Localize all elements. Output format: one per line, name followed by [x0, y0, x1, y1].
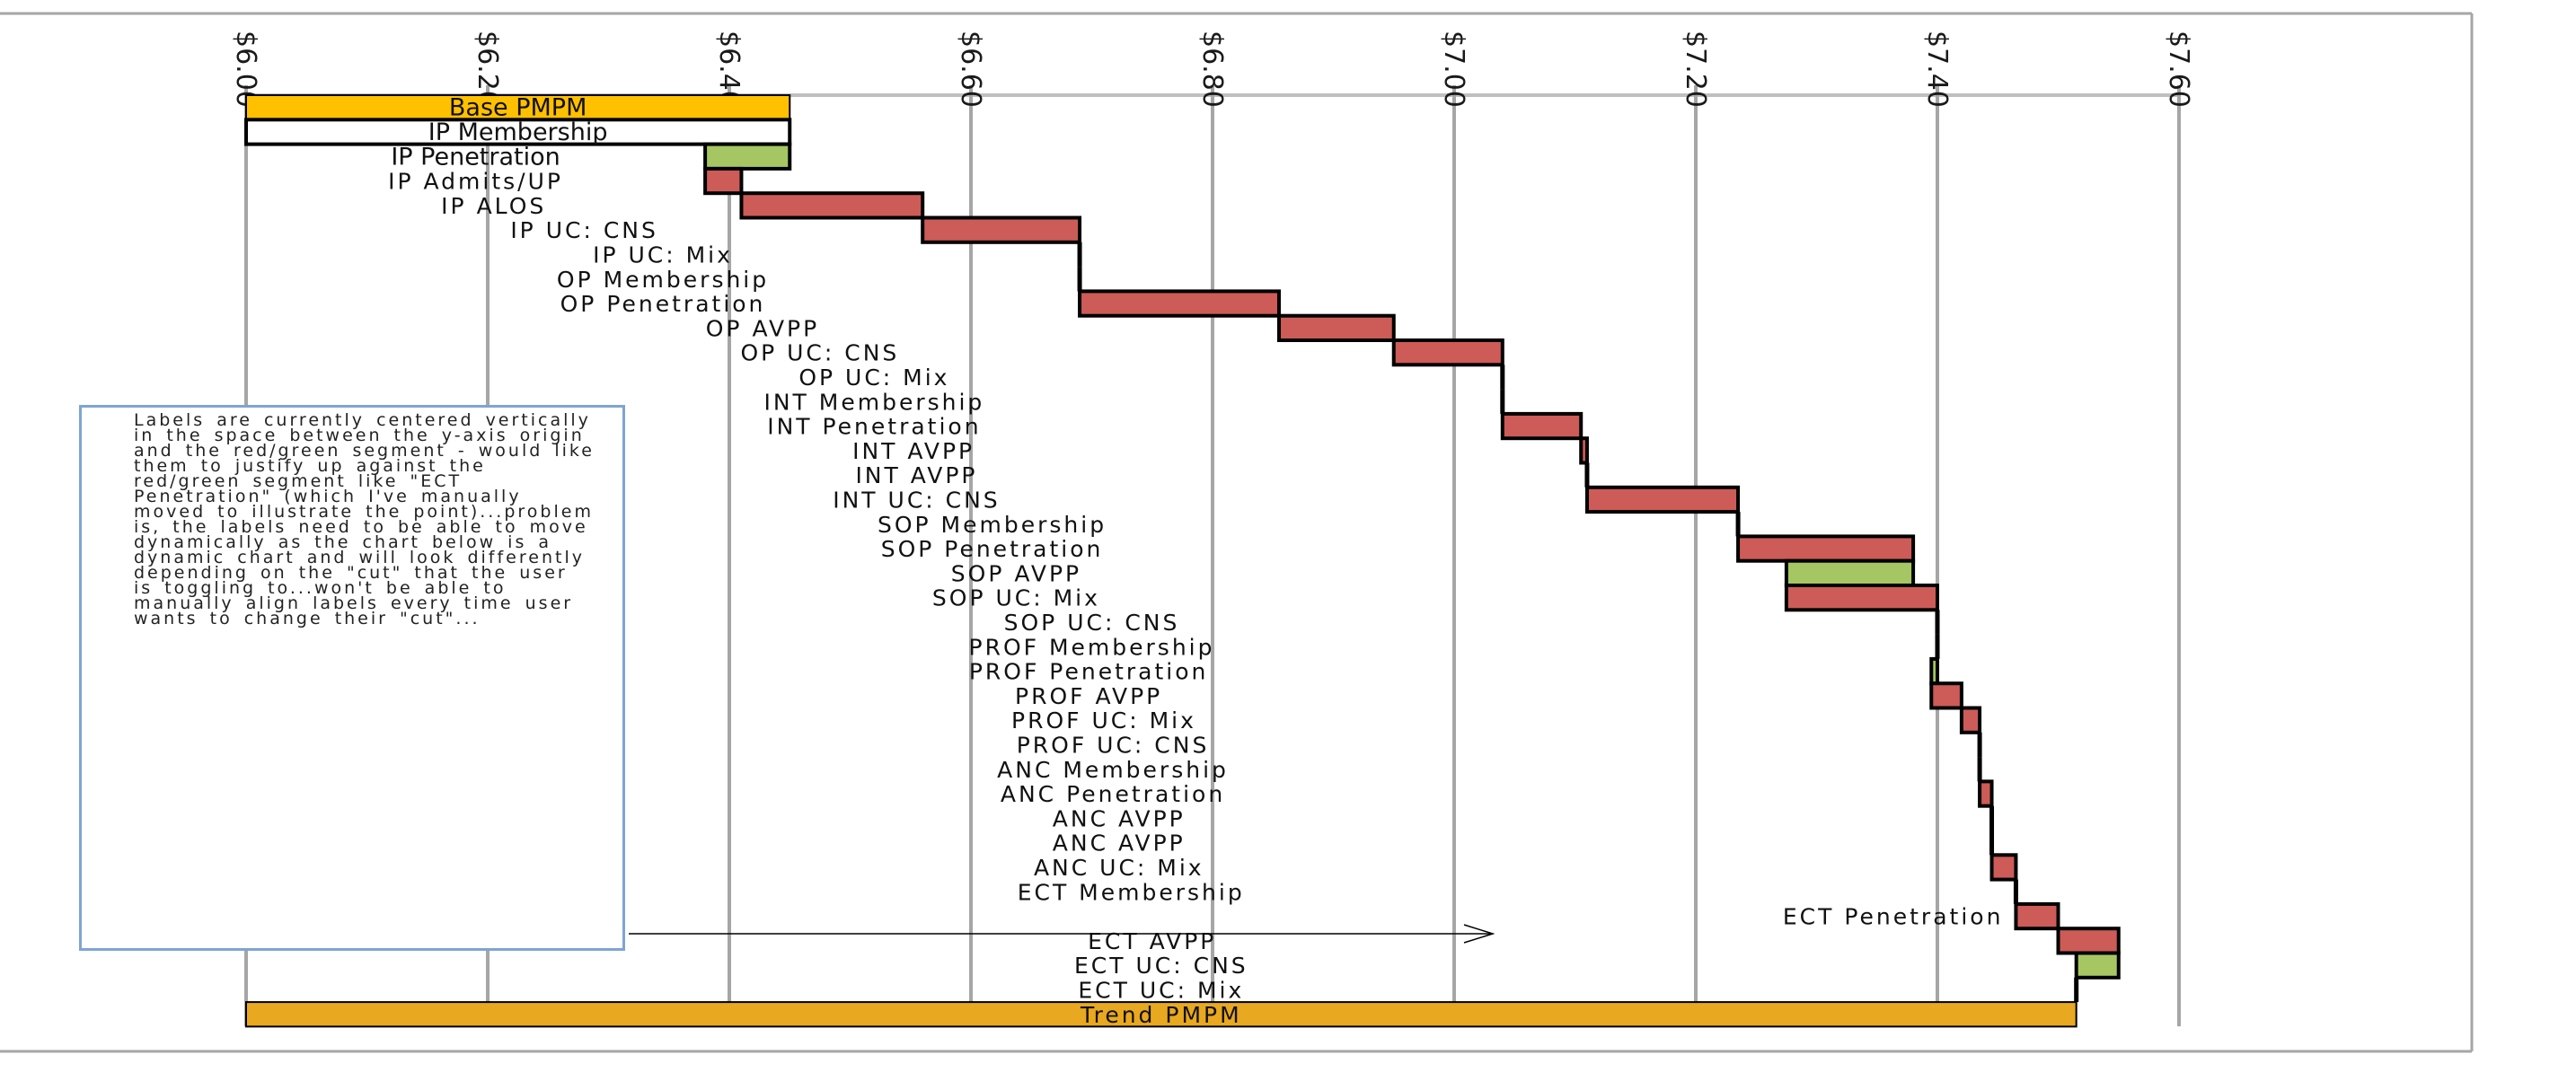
- category-label: ECT UC: CNS: [1074, 953, 1248, 979]
- bar-increase: [1579, 436, 1589, 465]
- category-label: ANC Penetration: [1001, 781, 1225, 807]
- bar-increase: [1929, 681, 1963, 710]
- bar-increase: [1584, 485, 1741, 514]
- category-label: ECT UC: Mix: [1078, 977, 1244, 1003]
- category-label: PROF UC: Mix: [1011, 707, 1196, 734]
- category-label: SOP Penetration: [881, 536, 1104, 562]
- category-label: ECT Membership: [1018, 879, 1245, 905]
- category-label: IP Membership: [428, 119, 608, 146]
- category-label: ECT AVPP: [1088, 928, 1216, 954]
- chart-frame: [0, 12, 2474, 1053]
- category-label: IP Admits/UP: [388, 169, 563, 195]
- annotation-text: Labels are currently centered vertically…: [134, 410, 595, 628]
- bar-increase: [1500, 411, 1584, 441]
- category-label: PROF Penetration: [969, 659, 1209, 685]
- category-label: INT AVPP: [852, 438, 975, 464]
- bar-base: [245, 94, 791, 121]
- category-label: ANC AVPP: [1053, 805, 1186, 831]
- callout-arrow: [629, 924, 1495, 944]
- category-label: ANC UC: Mix: [1034, 855, 1204, 881]
- category-label: OP Membership: [557, 267, 769, 293]
- bar-increase: [703, 166, 744, 196]
- category-label: Trend PMPM: [1080, 1002, 1242, 1028]
- category-label: ANC Membership: [997, 757, 1229, 783]
- category-label: ECT Penetration: [1783, 904, 2004, 930]
- category-label: Base PMPM: [449, 94, 587, 122]
- category-label: IP ALOS: [441, 193, 546, 219]
- bar-increase: [921, 215, 1082, 244]
- bar-increase: [1784, 584, 1939, 612]
- bar-decrease: [2074, 951, 2121, 980]
- bar-increase: [739, 191, 925, 220]
- arrow-head-icon: [1463, 924, 1495, 944]
- category-label: OP UC: Mix: [798, 365, 949, 391]
- x-tick-label: $6.80: [1196, 31, 1228, 108]
- bar-increase: [1276, 313, 1396, 343]
- category-label: SOP UC: Mix: [932, 585, 1100, 611]
- bar-increase: [1391, 338, 1504, 367]
- bar-increase: [1959, 706, 1982, 734]
- annotation-textbox[interactable]: Labels are currently centered vertically…: [79, 405, 625, 951]
- bar-total: [245, 1001, 2078, 1028]
- category-label: OP UC: CNS: [740, 340, 899, 366]
- x-tick-label: $7.20: [1680, 31, 1711, 108]
- bar-blank: [244, 118, 792, 146]
- bar-increase: [1989, 853, 2018, 882]
- x-tick-label: $7.60: [2163, 31, 2194, 108]
- bar-decrease: [703, 142, 792, 171]
- category-label: SOP UC: CNS: [1004, 610, 1180, 636]
- bar-increase: [1736, 534, 1916, 563]
- category-label: PROF Membership: [969, 634, 1215, 660]
- category-label: INT Penetration: [767, 414, 981, 440]
- bar-increase: [2014, 901, 2060, 931]
- waterfall-bars: [244, 94, 2121, 1028]
- x-tick-label: $7.00: [1438, 31, 1469, 108]
- bar-increase: [1078, 289, 1281, 318]
- x-axis-tick-labels: $6.00 $6.20 $6.40 $6.60 $6.80 $7.00 $7.20 $7.40…: [230, 31, 2194, 108]
- category-label: ANC AVPP: [1053, 830, 1186, 857]
- x-tick-label: $7.40: [1921, 31, 1953, 108]
- category-label: INT UC: CNS: [833, 487, 1000, 513]
- category-label: INT AVPP: [855, 462, 977, 488]
- category-label: OP AVPP: [706, 315, 819, 341]
- category-label: IP Penetration: [391, 143, 560, 171]
- bar-decrease: [1784, 558, 1916, 588]
- category-label: IP UC: Mix: [593, 242, 733, 268]
- category-label: PROF AVPP: [1015, 683, 1162, 709]
- category-label: OP Penetration: [560, 291, 766, 317]
- category-label: PROF UC: CNS: [1017, 732, 1210, 758]
- category-label: INT Membership: [763, 389, 984, 415]
- bar-decrease: [1929, 656, 1939, 686]
- bar-increase: [1978, 779, 1994, 808]
- category-label: IP UC: CNS: [510, 217, 658, 243]
- bar-increase: [2056, 927, 2121, 955]
- category-label: SOP Membership: [878, 512, 1107, 538]
- x-tick-label: $6.60: [955, 31, 986, 108]
- category-label: SOP AVPP: [951, 560, 1081, 586]
